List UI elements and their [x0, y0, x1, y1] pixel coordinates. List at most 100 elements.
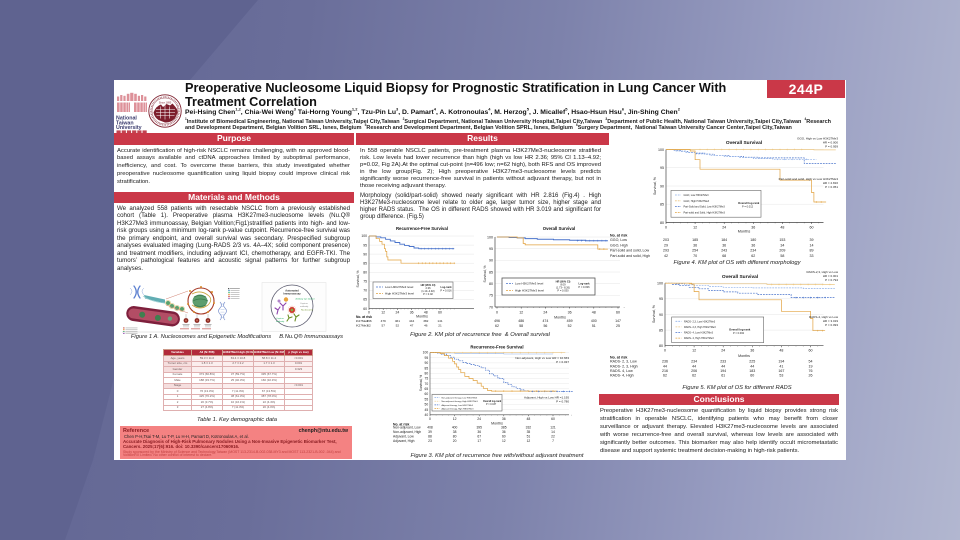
- svg-text:183: 183: [749, 369, 755, 373]
- svg-text:RADS- 2, 3, High: RADS- 2, 3, High: [610, 364, 638, 368]
- svg-text:444: 444: [409, 319, 414, 323]
- svg-text:High H3K27Me3: High H3K27Me3: [356, 323, 368, 327]
- svg-text:Months: Months: [416, 315, 428, 319]
- svg-text:141: 141: [437, 319, 442, 323]
- svg-text:89: 89: [810, 249, 814, 253]
- svg-text:44: 44: [750, 364, 754, 368]
- svg-text:147: 147: [615, 319, 621, 323]
- svg-text:(1.73– 8.26): (1.73– 8.26): [556, 285, 570, 289]
- svg-text:100: 100: [361, 234, 367, 238]
- svg-text:60: 60: [809, 349, 813, 353]
- svg-text:12: 12: [692, 349, 696, 353]
- svg-text:203: 203: [663, 238, 669, 242]
- svg-text:62: 62: [751, 254, 755, 258]
- svg-text:62: 62: [495, 324, 499, 328]
- svg-text:GGO, High H3K27Me3: GGO, High H3K27Me3: [684, 200, 710, 203]
- svg-text:23: 23: [428, 439, 432, 443]
- svg-text:61: 61: [721, 374, 725, 378]
- svg-text:Capture: Capture: [276, 317, 285, 320]
- svg-text:90: 90: [489, 259, 493, 263]
- svg-text:80: 80: [489, 282, 493, 286]
- svg-text:100: 100: [423, 351, 429, 355]
- svg-text:Adjuvant, Low: Adjuvant, Low: [393, 435, 414, 439]
- svg-text:70: 70: [425, 382, 429, 386]
- svg-text:85: 85: [660, 203, 664, 207]
- svg-text:Survival, %: Survival, %: [483, 266, 487, 283]
- svg-text:38: 38: [453, 430, 457, 434]
- svg-text:HR = 2.816: HR = 2.816: [823, 181, 839, 185]
- svg-text:12: 12: [527, 439, 531, 443]
- svg-text:185: 185: [692, 238, 698, 242]
- svg-text:48: 48: [780, 226, 784, 230]
- svg-text:44: 44: [721, 364, 725, 368]
- svg-text:25: 25: [616, 324, 620, 328]
- svg-text:Adjuvant, High: Adjuvant, High: [393, 439, 415, 443]
- svg-text:P = 0.093: P = 0.093: [825, 323, 838, 327]
- svg-text:39: 39: [810, 238, 814, 242]
- svg-text:Overall Survival: Overall Survival: [543, 226, 576, 231]
- svg-text:Part-solid and Solid, High H3K: Part-solid and Solid, High H3K27Me3: [684, 212, 726, 215]
- svg-text:24: 24: [477, 417, 481, 421]
- svg-text:60: 60: [551, 417, 555, 421]
- svg-text:7: 7: [552, 439, 554, 443]
- svg-text:Since 1895: Since 1895: [159, 102, 172, 105]
- svg-text:P = 0.036: P = 0.036: [578, 285, 590, 289]
- svg-text:Automated: Automated: [285, 289, 299, 293]
- svg-text:University: University: [116, 125, 142, 131]
- svg-text:36: 36: [568, 311, 572, 315]
- svg-text:60: 60: [750, 374, 754, 378]
- svg-text:29: 29: [664, 243, 668, 247]
- svg-text:Non-adjuvant, Low: Non-adjuvant, Low: [393, 426, 421, 430]
- svg-text:RADS- 4, Low H3K27Me3: RADS- 4, Low H3K27Me3: [684, 332, 714, 335]
- svg-text:36: 36: [477, 430, 481, 434]
- svg-text:395: 395: [476, 426, 482, 430]
- svg-text:HR = 0.000: HR = 0.000: [823, 141, 839, 145]
- svg-text:60: 60: [438, 311, 442, 315]
- svg-text:62: 62: [663, 374, 667, 378]
- svg-text:486: 486: [518, 319, 524, 323]
- svg-text:0: 0: [664, 349, 666, 353]
- svg-text:62: 62: [692, 374, 696, 378]
- svg-text:50: 50: [425, 403, 429, 407]
- svg-text:382: 382: [423, 319, 428, 323]
- svg-text:75: 75: [425, 377, 429, 381]
- svg-text:Part-solid and solid, Low: Part-solid and solid, Low: [610, 249, 650, 253]
- svg-text:P = 0.780: P = 0.780: [556, 400, 569, 404]
- svg-text:Survival, %: Survival, %: [419, 375, 423, 392]
- svg-text:95: 95: [425, 356, 429, 360]
- svg-text:36: 36: [750, 349, 754, 353]
- svg-text:194: 194: [720, 369, 726, 373]
- svg-text:Antibody Dye labeled: Antibody Dye labeled: [296, 298, 315, 301]
- svg-text:54: 54: [809, 360, 813, 364]
- svg-text:High H3K27Me3 level: High H3K27Me3 level: [515, 289, 544, 293]
- svg-text:88: 88: [428, 435, 432, 439]
- svg-text:Adjuvant therapy, Low H3K27Me3: Adjuvant therapy, Low H3K27Me3: [442, 404, 474, 407]
- svg-text:0: 0: [429, 417, 431, 421]
- svg-text:P = 0.002: P = 0.002: [733, 331, 745, 335]
- svg-text:194: 194: [778, 360, 784, 364]
- svg-text:70: 70: [693, 254, 697, 258]
- svg-text:RADS- 2,3, High H3K27Me3: RADS- 2,3, High H3K27Me3: [684, 326, 716, 329]
- svg-text:44: 44: [692, 364, 696, 368]
- svg-text:459: 459: [567, 319, 573, 323]
- svg-text:44: 44: [663, 364, 667, 368]
- svg-text:90: 90: [363, 252, 367, 256]
- svg-text:Overall log-rank: Overall log-rank: [738, 201, 760, 205]
- svg-text:Part-solid and solid, High vs: Part-solid and solid, High vs Low H3K27M…: [779, 177, 839, 181]
- svg-text:85: 85: [659, 329, 663, 333]
- svg-text:Non-adjuvant therapy, Low H3K2: Non-adjuvant therapy, Low H3K27Me3: [442, 397, 479, 400]
- svg-text:90: 90: [659, 313, 663, 317]
- svg-text:236: 236: [662, 360, 668, 364]
- svg-text:Survival, %: Survival, %: [653, 176, 657, 195]
- svg-text:41: 41: [779, 364, 783, 368]
- svg-text:Adjuvant, High vs Low HR =1.19: Adjuvant, High vs Low HR =1.195: [524, 396, 569, 400]
- svg-text:GGO, Low: GGO, Low: [610, 238, 627, 242]
- svg-text:RADS- 4, High: RADS- 4, High: [610, 374, 634, 378]
- svg-text:36: 36: [410, 311, 414, 315]
- svg-text:36: 36: [751, 226, 755, 230]
- svg-text:HR (95% CI): HR (95% CI): [421, 283, 436, 287]
- svg-text:75: 75: [489, 294, 493, 298]
- svg-text:12: 12: [502, 439, 506, 443]
- svg-text:HR (95% CI): HR (95% CI): [556, 279, 571, 283]
- svg-text:51: 51: [592, 324, 596, 328]
